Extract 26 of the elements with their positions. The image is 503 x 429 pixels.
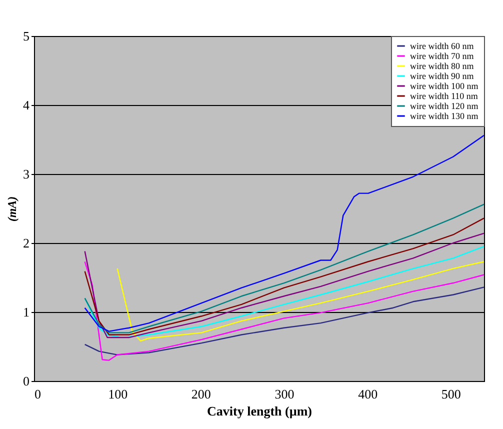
y-axis-title: (mA) xyxy=(5,196,19,222)
x-axis-title: Cavity length (µm) xyxy=(207,404,312,418)
x-tick-label: 0 xyxy=(34,386,41,402)
y-tick-label: 3 xyxy=(23,166,30,182)
legend-label: wire width 120 nm xyxy=(410,101,478,111)
legend-label: wire width 80 nm xyxy=(410,61,474,71)
x-tick-label: 400 xyxy=(358,386,378,402)
legend-label: wire width 70 nm xyxy=(410,51,474,61)
x-tick-label: 500 xyxy=(441,386,461,402)
legend-label: wire width 100 nm xyxy=(410,81,478,91)
y-tick-label: 2 xyxy=(23,236,30,250)
legend-label: wire width 110 nm xyxy=(410,91,478,101)
y-tick-label: 0 xyxy=(23,374,30,388)
line-series xyxy=(84,286,485,356)
line-series xyxy=(84,134,485,332)
x-tick-label: 300 xyxy=(274,386,294,402)
line-series xyxy=(84,261,485,361)
legend-label: wire width 130 nm xyxy=(410,111,478,121)
legend-label: wire width 60 nm xyxy=(410,41,474,51)
legend-label: wire width 90 nm xyxy=(410,71,474,81)
y-tick-label: 1 xyxy=(23,304,30,320)
x-tick-label: 100 xyxy=(108,386,128,402)
y-tick-label: 4 xyxy=(23,98,30,112)
x-tick-label: 200 xyxy=(191,386,211,402)
line-series xyxy=(116,261,485,342)
y-tick-label: 5 xyxy=(23,28,30,44)
